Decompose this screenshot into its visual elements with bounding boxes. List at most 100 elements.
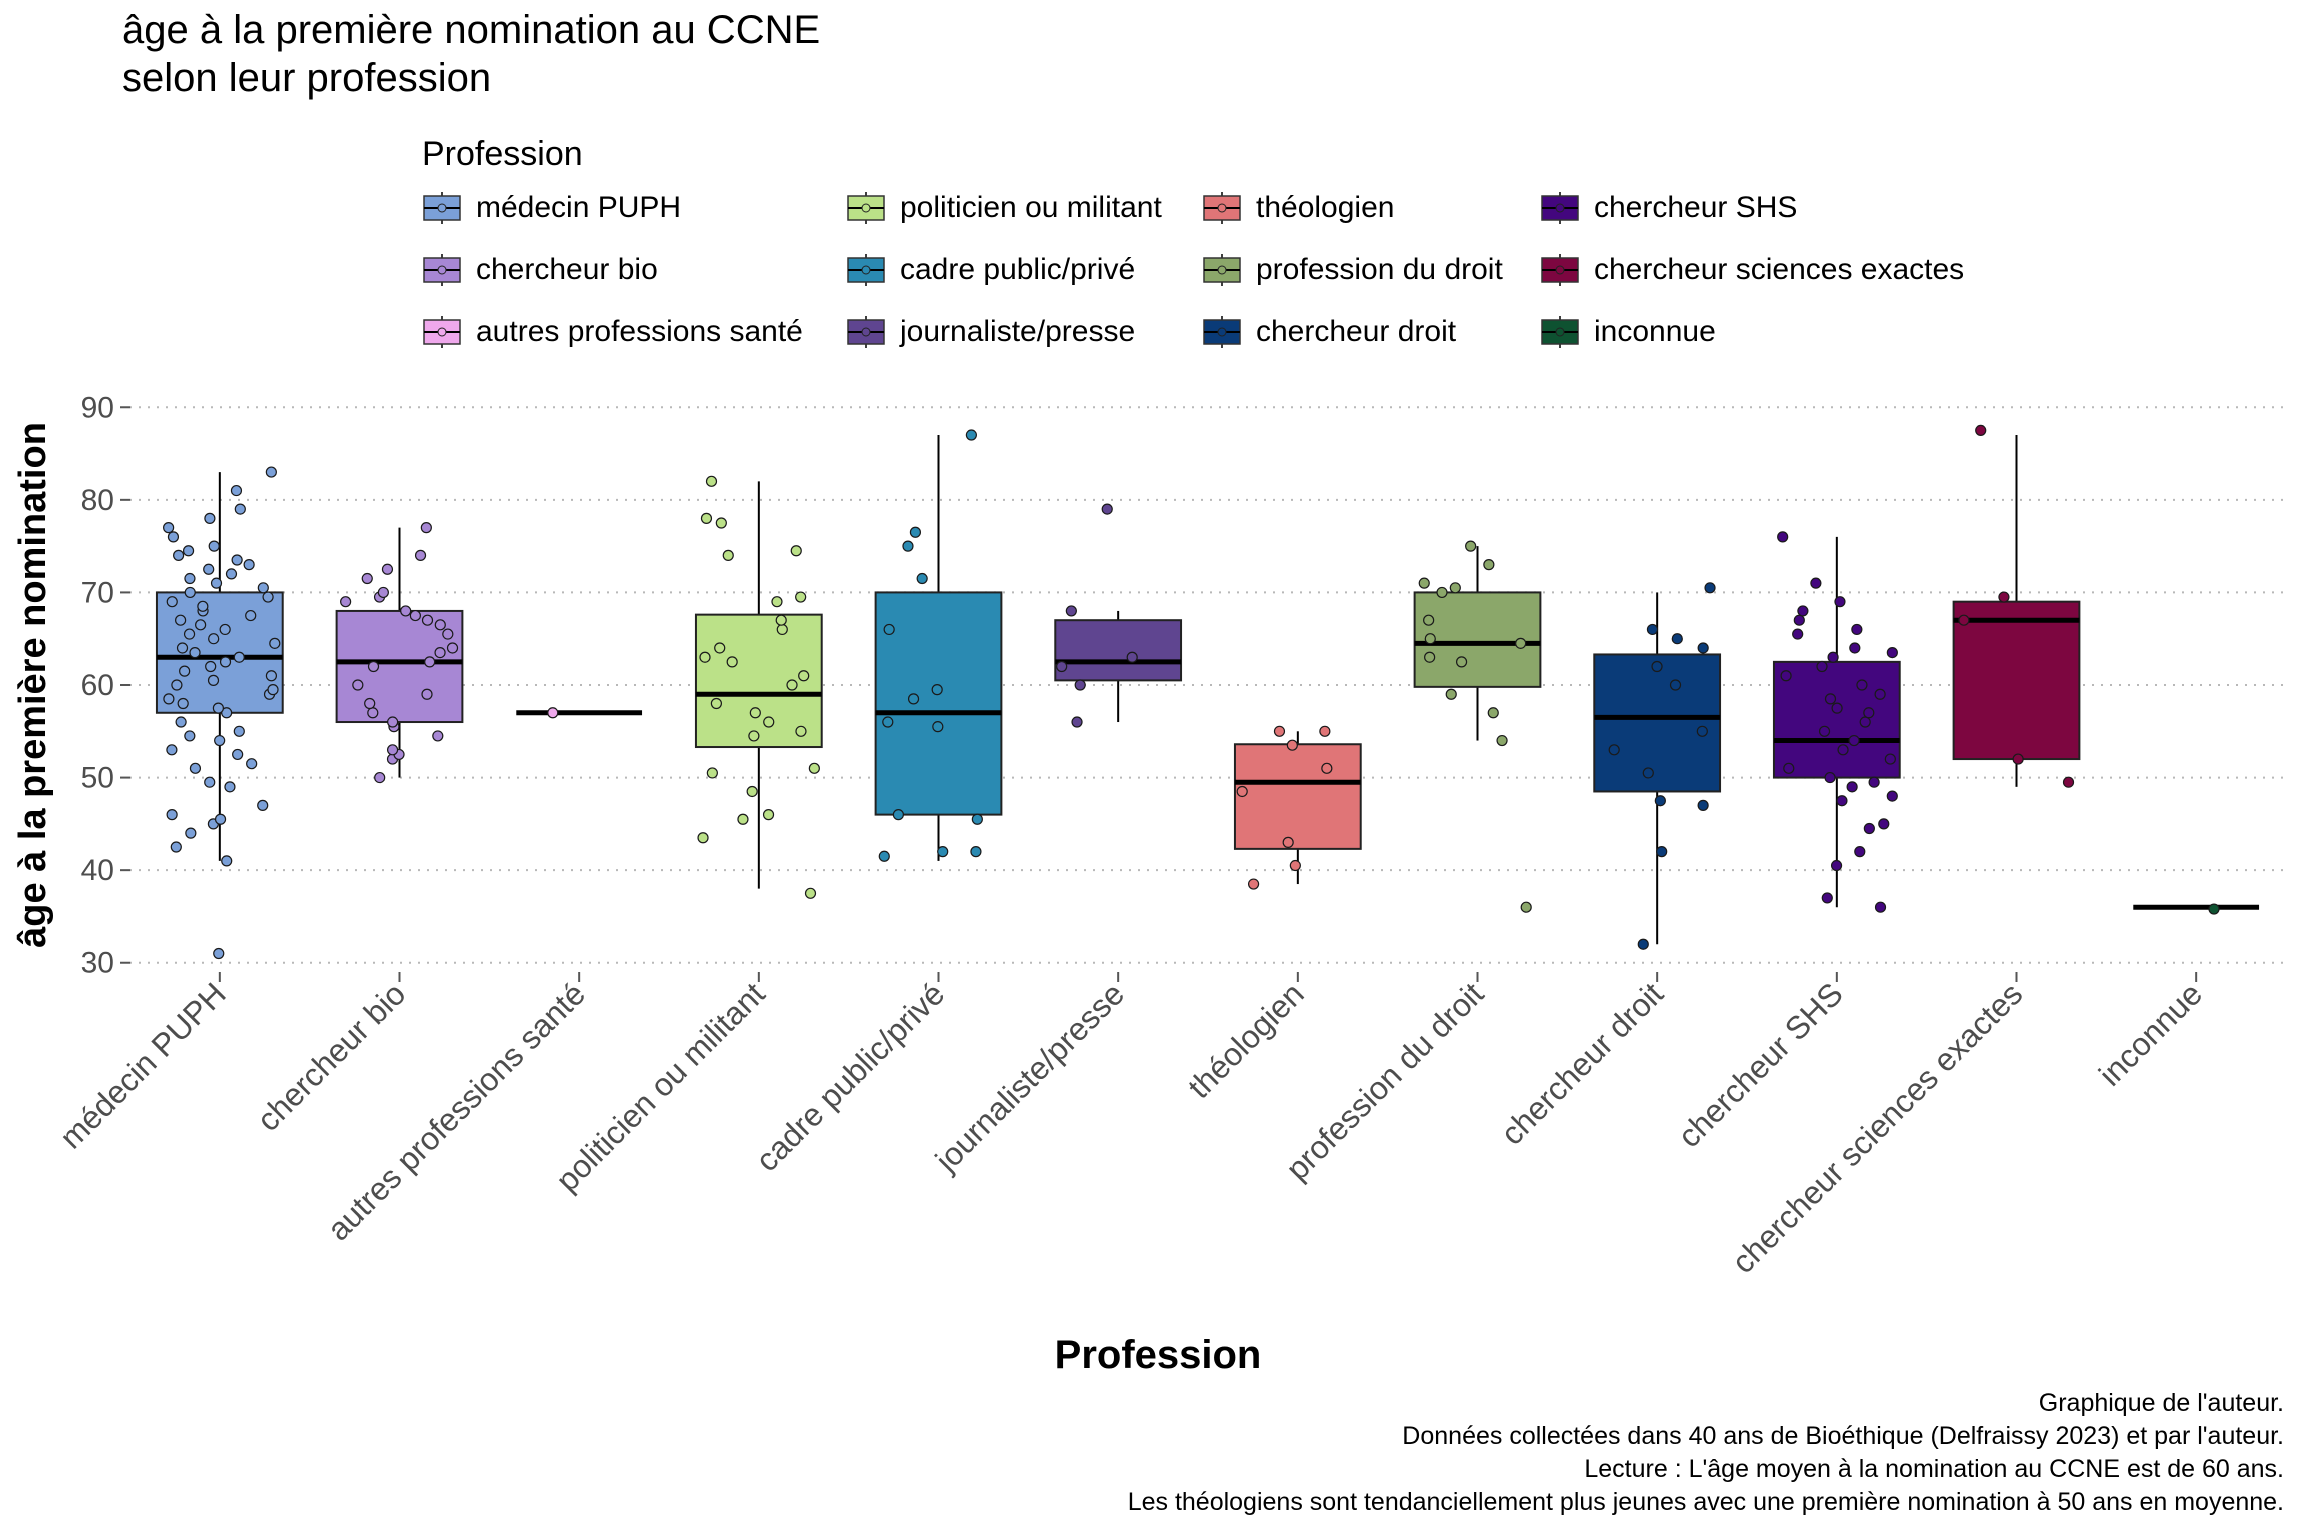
data-point [432,730,444,742]
data-point [795,725,807,737]
y-tick-label: 40 [81,854,114,887]
data-point [1515,637,1527,649]
data-point [705,475,718,487]
data-point [1424,651,1436,663]
data-point [212,702,224,714]
data-point [1656,846,1668,858]
data-point [434,619,446,631]
data-point [1126,651,1138,663]
data-point [1071,716,1083,728]
data-point [374,771,386,784]
data-point [795,591,807,603]
legend-item: cadre public/privé [846,250,1135,290]
box [874,591,1003,816]
data-point [1696,725,1708,737]
legend-label: théologien [1256,191,1395,224]
data-point [883,623,895,636]
data-point [2012,753,2024,765]
data-point [421,688,433,700]
legend-label: médecin PUPH [476,191,682,224]
data-point [1975,424,1987,437]
data-point [699,651,711,663]
data-point [364,697,376,710]
data-point [434,646,446,659]
legend-item: médecin PUPH [422,188,681,228]
data-point [1423,614,1435,626]
data-point [1783,762,1795,774]
data-point [931,684,943,696]
data-point [1697,799,1709,811]
data-point [902,540,914,552]
data-point [1837,744,1849,756]
data-point [163,693,175,705]
box [694,613,823,749]
y-tick-label: 30 [81,947,114,980]
legend-key [423,192,461,224]
data-point [400,605,412,617]
data-point [1830,859,1843,872]
data-point [1836,795,1848,807]
chart-title-line-1: âge à la première nomination au CCNE [122,8,821,52]
data-point [1236,785,1248,798]
data-point [184,572,196,585]
data-point [1834,596,1846,608]
data-point [1487,707,1499,719]
data-point [892,809,904,821]
legend-label: journaliste/presse [900,315,1136,348]
data-point [219,656,232,668]
data-point [1868,776,1880,788]
data-point [262,591,274,603]
chart-title: âge à la première nomination au CCNE sel… [122,6,820,102]
legend-label: chercheur sciences exactes [1594,253,1965,286]
data-point [257,582,269,594]
data-point [909,526,922,538]
x-tick-label: chercheur droit [1494,975,1670,1151]
x-tick-label: journaliste/presse [928,975,1132,1179]
data-point [1848,734,1860,747]
data-point [352,679,364,691]
y-tick-label: 70 [81,576,114,609]
data-point [1273,725,1286,737]
data-point [197,600,209,612]
data-point [1874,688,1886,700]
data-point [1863,707,1875,719]
x-tick-label: inconnue [2092,975,2209,1092]
data-point [2208,903,2220,915]
data-point [790,545,802,557]
data-point [706,767,718,779]
data-point [775,614,787,626]
data-point [175,716,187,728]
data-point [1851,623,1863,636]
box [1593,653,1722,793]
data-point [1824,693,1837,705]
data-point [547,707,559,719]
data-point [1859,716,1871,728]
x-tick-label: chercheur bio [250,975,413,1138]
data-point [208,633,220,645]
data-point [177,697,189,710]
data-point [1884,753,1896,765]
data-point [1418,577,1430,589]
data-point [1642,767,1654,779]
legend-item: politicien ou militant [846,188,1162,228]
data-point [1074,679,1086,691]
data-point [184,730,196,742]
data-point [1810,577,1822,589]
data-point [267,684,279,696]
data-point [1856,679,1868,691]
legend-key [1203,192,1241,224]
legend-item: inconnue [1540,312,1716,352]
data-point [246,758,258,770]
data-point [1651,660,1663,673]
data-point [1886,646,1898,659]
data-point [163,522,175,534]
data-point [265,466,277,478]
data-point [1282,836,1294,848]
data-point [184,586,196,599]
data-point [167,531,180,543]
x-tick-label: médecin PUPH [53,975,233,1155]
data-point [715,517,727,529]
data-point [722,549,734,561]
data-point [1998,591,2010,603]
